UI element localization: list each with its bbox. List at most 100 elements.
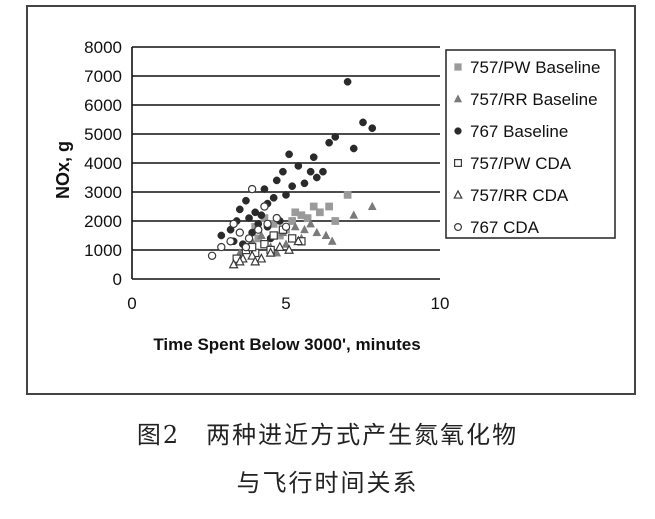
y-tick-label: 4000: [84, 154, 122, 173]
data-point: [265, 247, 276, 257]
data-point: [269, 193, 278, 202]
data-point: [309, 202, 318, 211]
data-point: [281, 239, 291, 248]
data-point: [319, 167, 327, 176]
y-tick-label: 5000: [84, 125, 122, 144]
data-point: [312, 227, 322, 237]
legend-marker: [453, 189, 463, 199]
data-point: [235, 228, 244, 237]
data-point: [349, 210, 359, 219]
data-point: [250, 255, 261, 266]
data-point: [260, 240, 269, 249]
legend-box: [445, 49, 616, 239]
data-point: [316, 208, 324, 217]
data-point: [235, 205, 244, 214]
data-point: [300, 179, 309, 188]
data-point: [343, 191, 352, 199]
data-point: [245, 214, 253, 222]
legend-label: 757/PW Baseline: [470, 58, 600, 77]
data-point: [251, 208, 260, 217]
data-point: [263, 219, 272, 229]
data-point: [359, 118, 367, 127]
data-point: [294, 162, 303, 170]
data-point: [247, 250, 258, 260]
data-point: [309, 153, 318, 162]
data-point: [256, 230, 266, 239]
data-point: [260, 202, 269, 211]
data-point: [284, 244, 295, 254]
data-point: [312, 173, 321, 182]
data-point: [254, 225, 263, 234]
data-point: [272, 213, 281, 223]
legend-label: 767 CDA: [470, 218, 540, 237]
data-point: [226, 237, 235, 246]
x-tick-label: 5: [281, 294, 290, 313]
data-point: [279, 167, 287, 176]
data-point: [229, 219, 238, 229]
data-point: [325, 138, 333, 147]
gridlines: [132, 46, 440, 280]
data-point: [242, 196, 250, 205]
data-point: [300, 224, 309, 234]
legend-marker: [454, 223, 463, 232]
data-point: [321, 230, 331, 239]
y-tick-label: 8000: [84, 38, 122, 57]
data-point: [343, 77, 352, 86]
data-point: [367, 201, 377, 210]
data-point: [207, 251, 217, 260]
data-point: [325, 202, 333, 211]
data-point: [256, 253, 267, 263]
x-axis-label: Time Spent Below 3000', minutes: [153, 335, 420, 354]
data-point: [247, 184, 257, 194]
x-tick-label: 0: [127, 294, 136, 313]
data-point: [282, 191, 290, 199]
legend-marker: [454, 63, 462, 71]
data-point: [274, 241, 285, 251]
legend: 757/PW Baseline 757/RR Baseline 767 Baseli…: [445, 49, 616, 239]
legend-label: 757/RR CDA: [470, 186, 569, 205]
legend-label: 767 Baseline: [470, 122, 568, 141]
data-point: [306, 167, 315, 176]
legend-marker: [454, 127, 462, 135]
data-point: [290, 221, 300, 231]
data-point: [287, 234, 297, 243]
y-tick-label: 6000: [84, 96, 122, 115]
y-tick-label: 3000: [84, 183, 122, 202]
data-point: [327, 236, 337, 245]
data-point: [228, 258, 239, 269]
data-point: [331, 217, 340, 225]
data-point: [331, 133, 340, 141]
axes: 0 1000 2000 3000 4000 5000 6000 7000 8000 0 5 10: [84, 38, 449, 313]
data-point: [293, 235, 304, 246]
data-point: [217, 231, 226, 240]
figure-caption-line2: 与飞行时间关系: [236, 469, 419, 497]
data-point: [260, 185, 269, 193]
data-point: [281, 222, 291, 231]
y-axis-label: NOx, g: [53, 141, 73, 199]
data-point: [257, 211, 266, 220]
data-point: [306, 219, 316, 228]
chart: 0 1000 2000 3000 4000 5000 6000 7000 8000 0 5 10 NO…: [26, 5, 636, 395]
data-point: [349, 144, 358, 153]
data-points: [207, 77, 377, 269]
legend-label: 757/RR Baseline: [470, 90, 598, 109]
y-tick-label: 1000: [84, 241, 122, 260]
legend-marker: [453, 94, 463, 103]
data-point: [272, 176, 281, 185]
y-tick-label: 0: [113, 270, 122, 289]
data-point: [291, 208, 300, 217]
data-point: [288, 182, 297, 191]
data-point: [269, 231, 278, 240]
data-point: [303, 214, 312, 222]
y-tick-label: 2000: [84, 212, 122, 231]
data-point: [217, 242, 226, 252]
x-tick-label: 10: [431, 294, 450, 313]
data-point: [241, 242, 251, 252]
legend-marker: [454, 159, 463, 168]
y-tick-label: 7000: [84, 67, 122, 86]
data-point: [244, 234, 254, 243]
data-point: [234, 255, 245, 266]
data-point: [288, 217, 297, 225]
figure-caption-line1: 图2 两种进近方式产生氮氧化物: [136, 421, 519, 449]
data-point: [285, 150, 293, 159]
